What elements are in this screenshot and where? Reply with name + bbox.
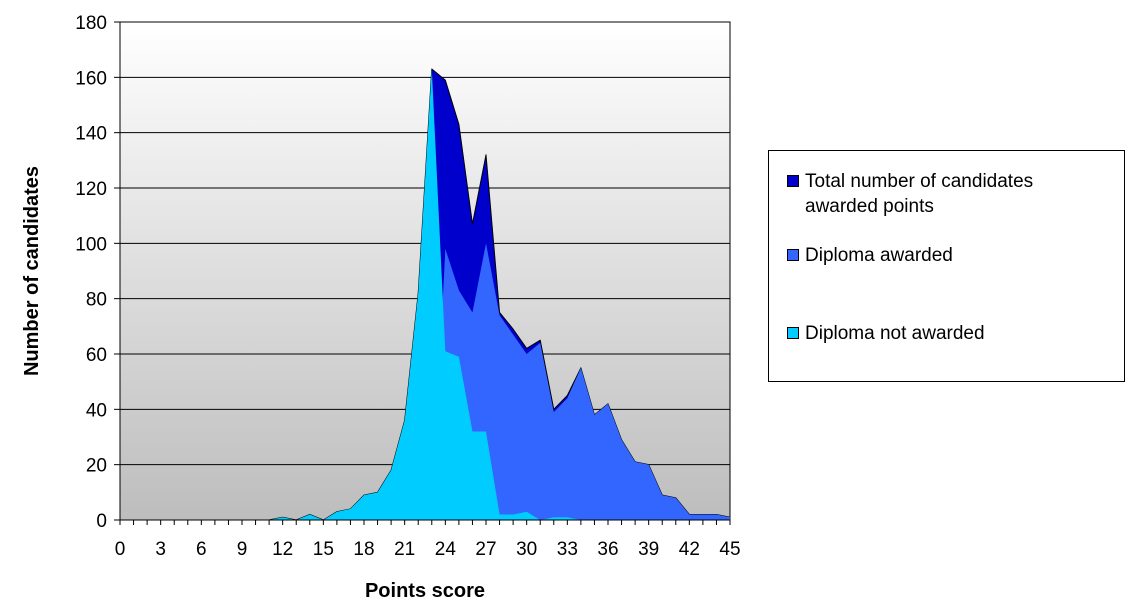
y-tick-label-100: 100 (75, 234, 107, 255)
legend-swatch-total (787, 175, 799, 187)
y-tick-label-180: 180 (75, 13, 107, 34)
legend-item-diploma-not-awarded: Diploma not awarded (787, 321, 1105, 346)
y-tick-label-20: 20 (86, 456, 107, 477)
legend-label-diploma-not-awarded: Diploma not awarded (805, 323, 985, 344)
x-tick-label-27: 27 (475, 539, 496, 560)
series-area-1 (120, 243, 730, 520)
y-tick-label-40: 40 (86, 400, 107, 421)
legend-swatch-diploma-awarded (787, 249, 799, 261)
x-tick-label-33: 33 (557, 539, 578, 560)
legend-item-diploma-awarded: Diploma awarded (787, 243, 1105, 268)
x-tick-label-39: 39 (638, 539, 659, 560)
x-tick-label-45: 45 (719, 539, 740, 560)
y-tick-label-60: 60 (86, 345, 107, 366)
y-tick-label-120: 120 (75, 179, 107, 200)
x-tick-label-15: 15 (313, 539, 334, 560)
legend: Total number of candidates awarded point… (768, 150, 1125, 382)
x-tick-label-42: 42 (679, 539, 700, 560)
x-tick-label-30: 30 (516, 539, 537, 560)
x-tick-label-9: 9 (237, 539, 248, 560)
x-tick-label-0: 0 (115, 539, 126, 560)
legend-label-diploma-awarded: Diploma awarded (805, 245, 953, 266)
y-tick-labels: 0 20 40 60 80 100 120 140 160 180 (75, 13, 107, 532)
legend-label-total: Total number of candidates awarded point… (805, 171, 1034, 217)
y-axis-title: Number of candidates (21, 166, 43, 376)
x-tick-label-12: 12 (272, 539, 293, 560)
x-tick-label-3: 3 (155, 539, 166, 560)
axes (114, 21, 731, 525)
y-tick-label-0: 0 (96, 511, 107, 532)
legend-item-total: Total number of candidates awarded point… (787, 169, 1105, 219)
x-tick-label-21: 21 (394, 539, 415, 560)
x-tick-label-18: 18 (353, 539, 374, 560)
y-tick-label-140: 140 (75, 124, 107, 145)
y-tick-label-160: 160 (75, 68, 107, 89)
series-area-2 (120, 69, 730, 520)
x-tick-label-24: 24 (435, 539, 457, 560)
x-tick-labels: 0 3 6 9 12 15 18 21 24 27 30 33 36 39 42 45 (115, 539, 741, 560)
x-tick-label-6: 6 (196, 539, 207, 560)
legend-swatch-diploma-not-awarded (787, 327, 799, 339)
y-tick-label-80: 80 (86, 290, 107, 311)
x-axis-title: Points score (365, 580, 485, 602)
x-tick-label-36: 36 (597, 539, 618, 560)
